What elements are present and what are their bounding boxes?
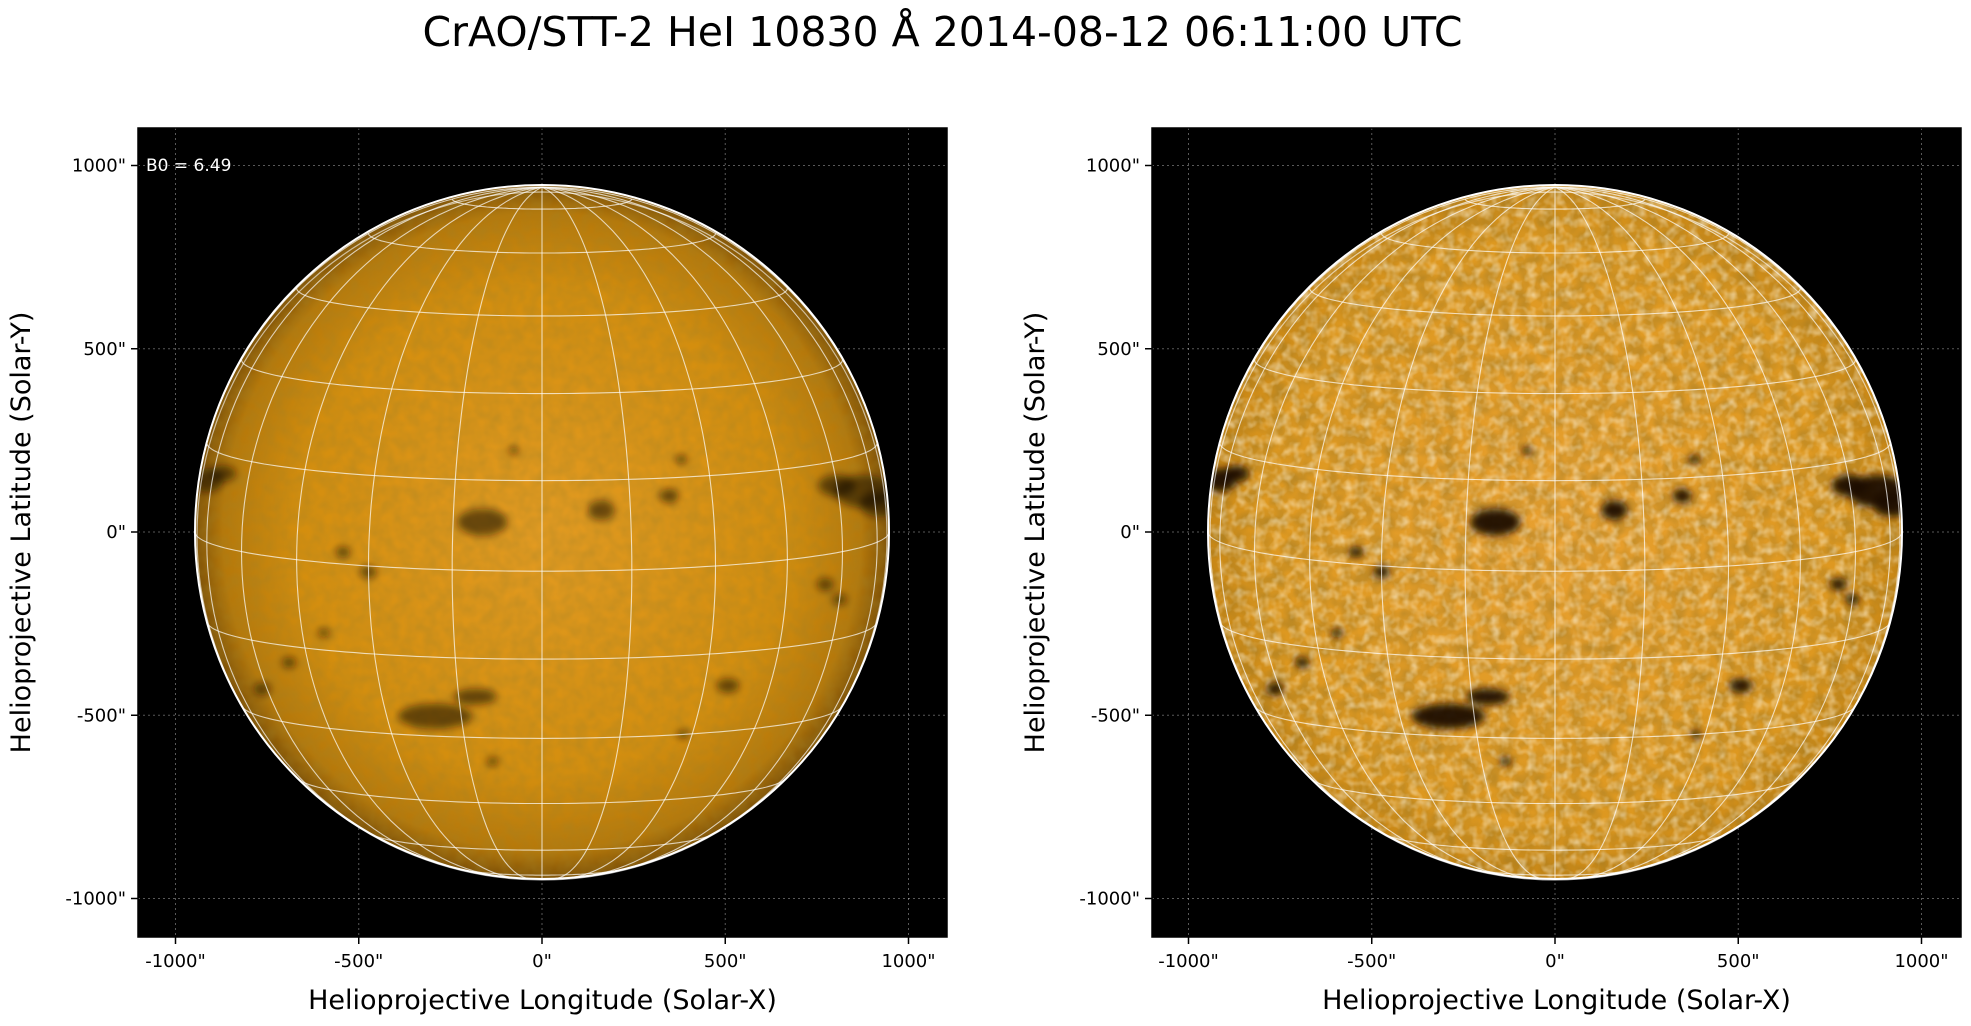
y-axis-label: Helioprojective Latitude (Solar-Y) bbox=[6, 312, 37, 754]
y-tick-label: -500" bbox=[77, 705, 126, 726]
y-tick-label: -500" bbox=[1091, 705, 1140, 726]
panel-2: -1000" -500" 0" 500" 1000" 1000" 500" 0" -500" -1… bbox=[1020, 127, 1962, 1016]
x-tick-label: 0" bbox=[532, 951, 552, 972]
x-axis-label: Helioprojective Longitude (Solar-X) bbox=[308, 985, 777, 1016]
solar-disk bbox=[1208, 185, 1902, 879]
x-tick-label: -1000" bbox=[145, 951, 206, 972]
figure-title: CrAO/STT-2 HeI 10830 Å 2014-08-12 06:11:… bbox=[422, 8, 1463, 56]
solar-disk bbox=[195, 185, 889, 879]
y-axis-label: Helioprojective Latitude (Solar-Y) bbox=[1020, 312, 1051, 754]
x-tick-label: -500" bbox=[334, 951, 383, 972]
x-tick-label: 0" bbox=[1545, 951, 1565, 972]
x-axis-label: Helioprojective Longitude (Solar-X) bbox=[1322, 985, 1791, 1016]
x-tick-label: -1000" bbox=[1158, 951, 1219, 972]
limb-outline bbox=[194, 184, 890, 880]
y-tick-label: 0" bbox=[1120, 522, 1140, 543]
y-tick-label: 1000" bbox=[72, 156, 126, 177]
x-tick-label: -500" bbox=[1347, 951, 1396, 972]
x-tick-label: 1000" bbox=[1894, 951, 1948, 972]
y-tick-label: 1000" bbox=[1086, 156, 1140, 177]
y-tick-label: -1000" bbox=[65, 889, 126, 910]
y-tick-label: -1000" bbox=[1079, 889, 1140, 910]
limb-outline bbox=[1207, 184, 1903, 880]
x-tick-label: 1000" bbox=[881, 951, 935, 972]
y-tick-label: 500" bbox=[1097, 339, 1140, 360]
x-tick-label: 500" bbox=[1717, 951, 1760, 972]
x-tick-label: 500" bbox=[704, 951, 747, 972]
y-tick-label: 0" bbox=[106, 522, 126, 543]
b0-annotation: B0 = 6.49 bbox=[146, 156, 231, 176]
y-tick-label: 500" bbox=[83, 339, 126, 360]
panel-1: -1000" -500" 0" 500" 1000" 1000" 500" 0" -500" -1… bbox=[6, 127, 948, 1016]
